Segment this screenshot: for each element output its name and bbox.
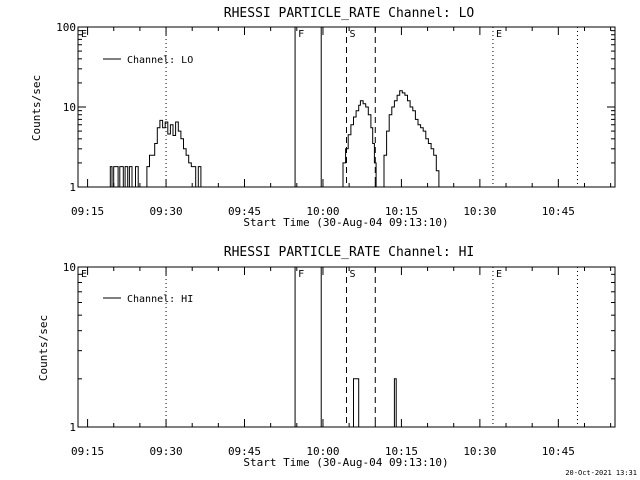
panel-lo: RHESSI PARTICLE_RATE Channel: LO E F S E 09…: [30, 6, 616, 229]
legend-label: Channel: HI: [127, 294, 193, 305]
x-tick-label: 10:00: [306, 445, 339, 458]
marker-label: S: [350, 269, 356, 280]
series-line-1: [351, 378, 360, 428]
series-line-3: [381, 90, 440, 188]
marker-label: E: [81, 269, 87, 280]
x-tick-label: 09:15: [71, 205, 104, 218]
x-axis-label: Start Time (30-Aug-04 09:13:10): [243, 456, 448, 469]
plot-frame: [77, 266, 616, 428]
x-tick-label: 10:15: [385, 205, 418, 218]
chart-title: RHESSI PARTICLE_RATE Channel: HI: [224, 245, 474, 260]
marker-label: S: [350, 29, 356, 40]
x-tick-label: 10:45: [542, 445, 575, 458]
y-axis: 1 10: [63, 261, 615, 434]
y-tick-label: 10: [63, 101, 76, 114]
series-line-2: [341, 100, 377, 188]
series-layer: [351, 378, 397, 428]
y-tick-label: 1: [69, 421, 76, 434]
y-tick-label: 100: [56, 21, 76, 34]
marker-label: E: [496, 269, 502, 280]
series-line-1: [108, 119, 202, 188]
x-axis-label: Start Time (30-Aug-04 09:13:10): [243, 216, 448, 229]
x-axis: 09:15 09:30 09:45 10:00 10:15 10:30 10:45: [71, 267, 612, 458]
y-tick-label: 1: [69, 181, 76, 194]
x-axis: 09:15 09:30 09:45 10:00 10:15 10:30 10:45: [71, 27, 612, 218]
series-line-2: [392, 378, 397, 428]
legend: Channel: HI: [103, 294, 193, 305]
marker-label: E: [496, 29, 502, 40]
marker-label: E: [81, 29, 87, 40]
marker-label: F: [298, 269, 304, 280]
series-layer: [108, 90, 440, 188]
x-tick-label: 10:45: [542, 205, 575, 218]
x-tick-label: 10:30: [463, 205, 496, 218]
x-tick-label: 09:30: [149, 445, 182, 458]
y-axis: 1 10 100: [56, 21, 615, 194]
x-tick-label: 09:45: [228, 205, 261, 218]
x-tick-label: 10:15: [385, 445, 418, 458]
y-tick-label: 10: [63, 261, 76, 274]
chart-title: RHESSI PARTICLE_RATE Channel: LO: [224, 6, 475, 21]
legend-label: Channel: LO: [127, 55, 193, 66]
x-tick-label: 09:45: [228, 445, 261, 458]
x-tick-label: 09:15: [71, 445, 104, 458]
x-tick-label: 10:00: [306, 205, 339, 218]
marker-label: F: [298, 29, 304, 40]
y-axis-label: Counts/sec: [30, 75, 43, 141]
legend: Channel: LO: [103, 55, 193, 66]
panel-hi: RHESSI PARTICLE_RATE Channel: HI E F S E 09…: [37, 245, 616, 469]
footer-timestamp: 20-Oct-2021 13:31: [565, 469, 637, 477]
y-axis-label: Counts/sec: [37, 315, 50, 381]
x-tick-label: 09:30: [149, 205, 182, 218]
x-tick-label: 10:30: [463, 445, 496, 458]
